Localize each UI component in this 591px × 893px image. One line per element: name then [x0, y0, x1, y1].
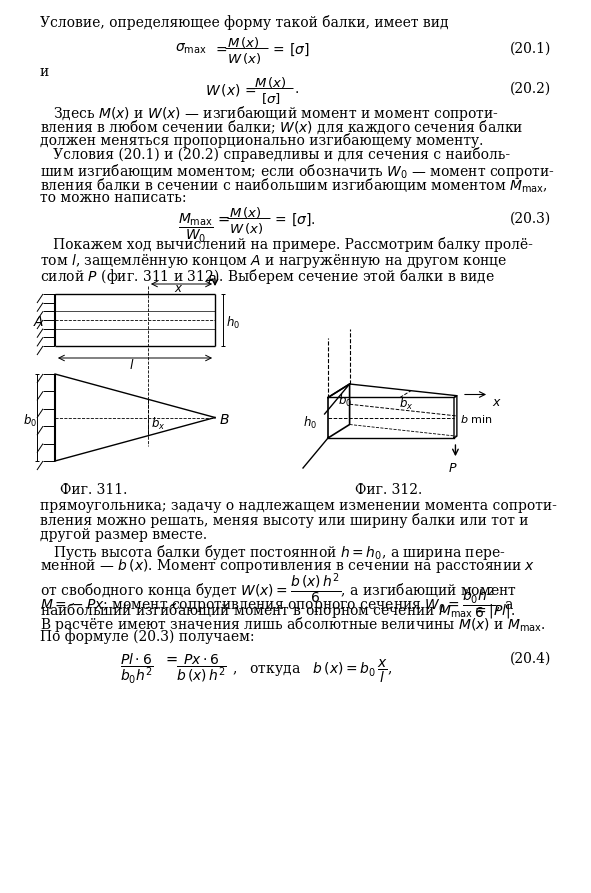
Text: $\dfrac{Px\cdot 6}{b\,(x)\,h^2}$: $\dfrac{Px\cdot 6}{b\,(x)\,h^2}$ — [176, 652, 227, 684]
Text: (20.2): (20.2) — [510, 82, 551, 96]
Text: вления балки в сечении с наибольшим изгибающим моментом $M_{\rm max}$,: вления балки в сечении с наибольшим изги… — [40, 177, 548, 195]
Text: $M\,(x)$: $M\,(x)$ — [229, 204, 262, 220]
Text: и: и — [40, 65, 49, 79]
Text: $M\,(x)$: $M\,(x)$ — [227, 35, 259, 50]
Text: (20.4): (20.4) — [510, 652, 551, 666]
Text: $A$: $A$ — [33, 315, 44, 329]
Text: шим изгибающим моментом; если обозначить $W_0$ — момент сопроти-: шим изгибающим моментом; если обозначить… — [40, 162, 555, 181]
Text: $x$: $x$ — [492, 396, 502, 410]
Text: $B$: $B$ — [219, 413, 230, 427]
Text: $[\sigma]$: $[\sigma]$ — [261, 91, 281, 106]
Text: $b_x$: $b_x$ — [400, 396, 414, 413]
Text: По формуле (20.3) получаем:: По формуле (20.3) получаем: — [40, 630, 255, 645]
Text: прямоугольника; задачу о надлежащем изменении момента сопроти-: прямоугольника; задачу о надлежащем изме… — [40, 499, 557, 513]
Text: В расчёте имеют значения лишь абсолютные величины $M(x)$ и $M_{\rm max}$.: В расчёте имеют значения лишь абсолютные… — [40, 615, 545, 634]
Text: $b_x$: $b_x$ — [151, 415, 165, 431]
Text: $b\ \rm{min}$: $b\ \rm{min}$ — [460, 413, 493, 425]
Text: Здесь $M(x)$ и $W(x)$ — изгибающий момент и момент сопроти-: Здесь $M(x)$ и $W(x)$ — изгибающий момен… — [40, 104, 499, 123]
Text: Фиг. 312.: Фиг. 312. — [355, 483, 422, 497]
Text: $P$: $P$ — [447, 462, 457, 475]
Text: $=$: $=$ — [163, 652, 178, 666]
Text: вления можно решать, меняя высоту или ширину балки или тот и: вления можно решать, меняя высоту или ши… — [40, 513, 528, 529]
Text: $=$: $=$ — [215, 212, 230, 226]
Text: $=$: $=$ — [213, 42, 228, 56]
Text: том $l$, защемлённую концом $A$ и нагружённую на другом конце: том $l$, защемлённую концом $A$ и нагруж… — [40, 252, 507, 270]
Text: $.$: $.$ — [294, 82, 299, 96]
Text: $h_0$: $h_0$ — [303, 414, 317, 430]
Text: Покажем ход вычислений на примере. Рассмотрим балку пролё-: Покажем ход вычислений на примере. Рассм… — [40, 238, 533, 253]
Text: Фиг. 311.: Фиг. 311. — [60, 483, 128, 497]
Text: $\dfrac{M_{\rm max}}{W_0}$: $\dfrac{M_{\rm max}}{W_0}$ — [178, 212, 213, 245]
Text: другой размер вместе.: другой размер вместе. — [40, 528, 207, 542]
Text: $M\,(x)$: $M\,(x)$ — [254, 75, 287, 90]
Text: силой $P$ (фиг. 311 и 312). Выберем сечение этой балки в виде: силой $P$ (фиг. 311 и 312). Выберем сече… — [40, 266, 495, 286]
Text: $x$: $x$ — [174, 282, 183, 295]
Text: $l$: $l$ — [129, 358, 135, 372]
Text: $=\,[\sigma].$: $=\,[\sigma].$ — [272, 212, 316, 228]
Text: от свободного конца будет $W(x)=\dfrac{b\,(x)\,h^2}{6}$, а изгибающий момент: от свободного конца будет $W(x)=\dfrac{b… — [40, 572, 517, 606]
Text: должен меняться пропорционально изгибающему моменту.: должен меняться пропорционально изгибающ… — [40, 133, 483, 148]
Text: $=\,[\sigma]$: $=\,[\sigma]$ — [270, 42, 310, 58]
Text: $\dfrac{Pl\cdot 6}{b_0 h^2}$: $\dfrac{Pl\cdot 6}{b_0 h^2}$ — [120, 652, 154, 687]
Text: (20.3): (20.3) — [510, 212, 551, 226]
Text: ,   откуда   $b\,(x)=b_0\,\dfrac{x}{l}$,: , откуда $b\,(x)=b_0\,\dfrac{x}{l}$, — [232, 658, 392, 685]
Text: $P$: $P$ — [207, 274, 217, 287]
Text: $W\,(x)\,=$: $W\,(x)\,=$ — [205, 82, 257, 98]
Text: $b_0$: $b_0$ — [338, 393, 352, 409]
Text: $\sigma_{\rm max}$: $\sigma_{\rm max}$ — [175, 42, 207, 56]
Text: Пусть высота балки будет постоянной $h=h_0$, а ширина пере-: Пусть высота балки будет постоянной $h=h… — [40, 543, 506, 562]
Text: $b_0$: $b_0$ — [23, 413, 37, 429]
Text: (20.1): (20.1) — [510, 42, 551, 56]
Text: $h_0$: $h_0$ — [226, 315, 240, 331]
Text: менной — $b\,(x)$. Момент сопротивления в сечении на расстоянии $x$: менной — $b\,(x)$. Момент сопротивления … — [40, 557, 535, 575]
Text: вления в любом сечении балки; $W(x)$ для каждого сечения балки: вления в любом сечении балки; $W(x)$ для… — [40, 119, 524, 136]
Text: то можно написать:: то можно написать: — [40, 191, 187, 205]
Text: Условие, определяющее форму такой балки, имеет вид: Условие, определяющее форму такой балки,… — [40, 15, 449, 30]
Text: Условия (20.1) и (20.2) справедливы и для сечения с наиболь-: Условия (20.1) и (20.2) справедливы и дл… — [40, 147, 510, 163]
Text: $W\,(x)$: $W\,(x)$ — [229, 221, 263, 236]
Text: $M=-Px$; момент сопротивления опорного сечения $W_0=\dfrac{b_0 h^2}{6}$, а: $M=-Px$; момент сопротивления опорного с… — [40, 586, 514, 622]
Text: $W\,(x)$: $W\,(x)$ — [227, 51, 261, 66]
Text: наибольший изгибающий момент в опорном сечении $M_{\rm max}=|Pl|$.: наибольший изгибающий момент в опорном с… — [40, 600, 515, 620]
